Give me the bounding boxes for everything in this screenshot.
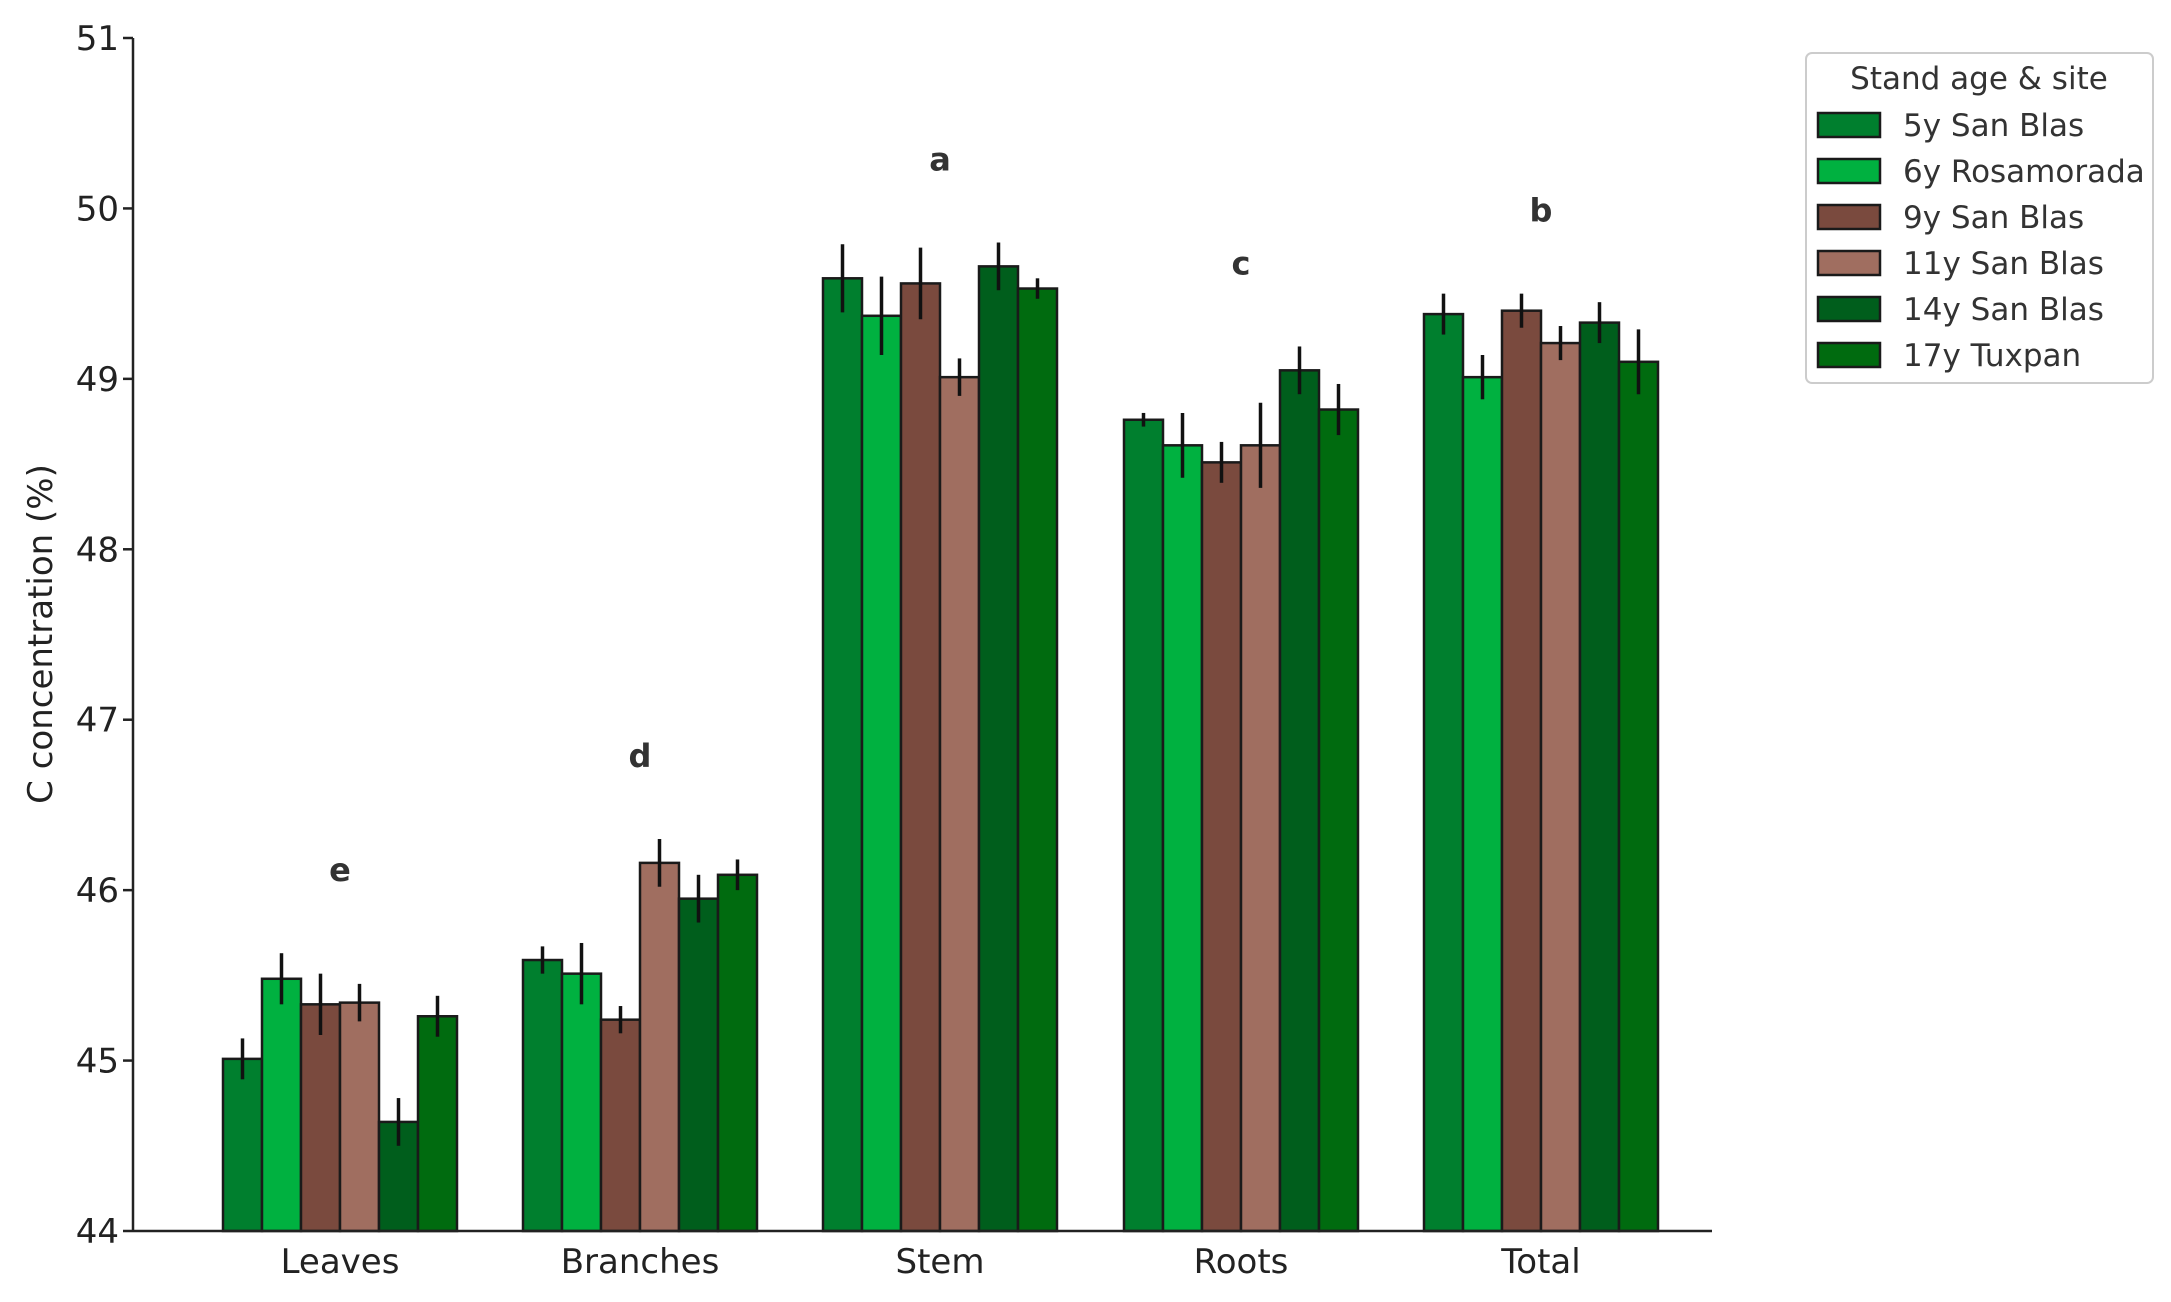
significance-letter-leaves: e bbox=[329, 851, 351, 889]
bar-stem-series-1 bbox=[821, 277, 864, 1233]
bar-roots-series-5 bbox=[1278, 369, 1321, 1233]
y-tick-label: 48 bbox=[76, 530, 119, 570]
bar-total-series-3 bbox=[1500, 309, 1543, 1233]
significance-letter-total: b bbox=[1530, 192, 1553, 230]
bar-stem-series-5 bbox=[977, 265, 1020, 1233]
legend-label-5: 14y San Blas bbox=[1903, 292, 2104, 328]
error-bars-group bbox=[240, 242, 1641, 1146]
bar-branches-series-3 bbox=[599, 1018, 642, 1233]
significance-letter-branches: d bbox=[629, 737, 652, 775]
legend-items: 5y San Blas 6y Rosamorada 9y San Blas 11y S… bbox=[1816, 108, 2145, 374]
legend-swatch-4 bbox=[1816, 249, 1882, 277]
bar-branches-series-4 bbox=[638, 861, 681, 1233]
y-ticks-group: 44 45 46 47 48 49 50 51 bbox=[76, 19, 133, 1252]
y-tick-label: 45 bbox=[76, 1042, 119, 1082]
x-tick-label-roots: Roots bbox=[1194, 1242, 1289, 1282]
y-tick-label: 44 bbox=[76, 1212, 119, 1252]
legend-swatch-2 bbox=[1816, 157, 1882, 185]
x-tick-label-stem: Stem bbox=[896, 1242, 985, 1282]
legend-swatch-1 bbox=[1816, 111, 1882, 139]
legend-label-1: 5y San Blas bbox=[1903, 108, 2084, 144]
x-tick-label-leaves: Leaves bbox=[281, 1242, 400, 1282]
legend-label-4: 11y San Blas bbox=[1903, 246, 2104, 282]
significance-letter-roots: c bbox=[1232, 244, 1251, 282]
y-axis-title: C concentration (%) bbox=[21, 464, 61, 804]
bar-roots-series-6 bbox=[1317, 408, 1360, 1233]
bar-stem-series-4 bbox=[938, 375, 981, 1233]
y-tick-label: 51 bbox=[76, 19, 119, 59]
bar-roots-series-1 bbox=[1122, 418, 1165, 1233]
bar-total-series-1 bbox=[1422, 312, 1465, 1233]
significance-labels-group: e d a c b bbox=[329, 141, 1552, 890]
legend-label-6: 17y Tuxpan bbox=[1903, 338, 2081, 374]
bar-roots-series-3 bbox=[1200, 461, 1243, 1233]
bar-branches-series-5 bbox=[677, 897, 720, 1233]
bar-total-series-6 bbox=[1617, 360, 1660, 1233]
bar-total-series-4 bbox=[1539, 341, 1582, 1233]
legend-swatch-3 bbox=[1816, 203, 1882, 231]
bar-leaves-series-1 bbox=[221, 1057, 264, 1233]
bar-stem-series-6 bbox=[1016, 287, 1059, 1233]
bar-leaves-series-4 bbox=[338, 1001, 381, 1233]
x-tick-label-total: Total bbox=[1500, 1242, 1580, 1282]
x-tick-label-branches: Branches bbox=[561, 1242, 720, 1282]
bar-stem-series-2 bbox=[860, 314, 903, 1233]
bar-total-series-2 bbox=[1461, 375, 1504, 1233]
bar-leaves-series-2 bbox=[260, 977, 303, 1233]
legend-title: Stand age & site bbox=[1850, 61, 2108, 97]
bar-total-series-5 bbox=[1578, 321, 1621, 1233]
bar-roots-series-4 bbox=[1239, 444, 1282, 1233]
y-tick-label: 49 bbox=[76, 360, 119, 400]
bar-stem-series-3 bbox=[899, 282, 942, 1233]
y-tick-label: 46 bbox=[76, 871, 119, 911]
bars-group bbox=[221, 265, 1660, 1233]
legend-frame bbox=[1805, 52, 2154, 384]
bar-branches-series-6 bbox=[716, 873, 759, 1233]
x-tick-labels-group: Leaves Branches Stem Roots Total bbox=[281, 1242, 1581, 1282]
axes-group bbox=[131, 38, 1712, 1233]
legend-label-2: 6y Rosamorada bbox=[1903, 154, 2145, 190]
bar-branches-series-2 bbox=[560, 972, 603, 1233]
significance-letter-stem: a bbox=[929, 141, 951, 179]
legend-label-3: 9y San Blas bbox=[1903, 200, 2084, 236]
bar-leaves-series-3 bbox=[299, 1003, 342, 1233]
bar-branches-series-1 bbox=[521, 958, 564, 1233]
y-tick-label: 50 bbox=[76, 189, 119, 229]
y-tick-label: 47 bbox=[76, 701, 119, 741]
bar-leaves-series-6 bbox=[416, 1015, 459, 1233]
legend-swatch-6 bbox=[1816, 341, 1882, 369]
legend-swatch-5 bbox=[1816, 295, 1882, 323]
legend: Stand age & site 5y San Blas 6y Rosamorad… bbox=[1805, 52, 2154, 384]
bar-roots-series-2 bbox=[1161, 444, 1204, 1233]
